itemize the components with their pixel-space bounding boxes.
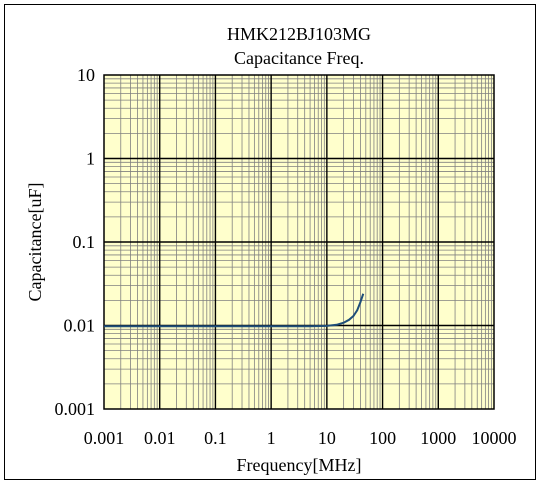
series-line bbox=[104, 293, 365, 328]
x-tick-label: 1 bbox=[267, 428, 276, 448]
x-tick-labels: 0.001 0.01 0.1 1 10 100 1000 10000 bbox=[84, 428, 517, 448]
chart-subtitle: Capacitance Freq. bbox=[234, 48, 364, 68]
x-tick-label: 0.01 bbox=[144, 428, 176, 448]
x-tick-label: 100 bbox=[369, 428, 396, 448]
y-tick-label: 0.001 bbox=[55, 399, 96, 419]
y-tick-label: 0.01 bbox=[64, 316, 96, 336]
x-tick-label: 10 bbox=[318, 428, 336, 448]
major-grid bbox=[104, 75, 494, 409]
y-tick-label: 10 bbox=[77, 65, 95, 85]
y-tick-label: 1 bbox=[86, 149, 95, 169]
y-tick-labels: 10 1 0.1 0.01 0.001 bbox=[55, 65, 96, 419]
x-tick-label: 1000 bbox=[420, 428, 456, 448]
x-axis-label: Frequency[MHz] bbox=[237, 455, 362, 475]
plot-border bbox=[103, 74, 495, 410]
x-tick-label: 0.001 bbox=[84, 428, 125, 448]
x-tick-label: 0.1 bbox=[204, 428, 227, 448]
y-axis-label: Capacitance[uF] bbox=[25, 183, 45, 302]
chart-title: HMK212BJ103MG bbox=[227, 24, 371, 44]
series-layer bbox=[104, 293, 365, 328]
x-tick-label: 10000 bbox=[472, 428, 517, 448]
y-tick-label: 0.1 bbox=[73, 232, 96, 252]
